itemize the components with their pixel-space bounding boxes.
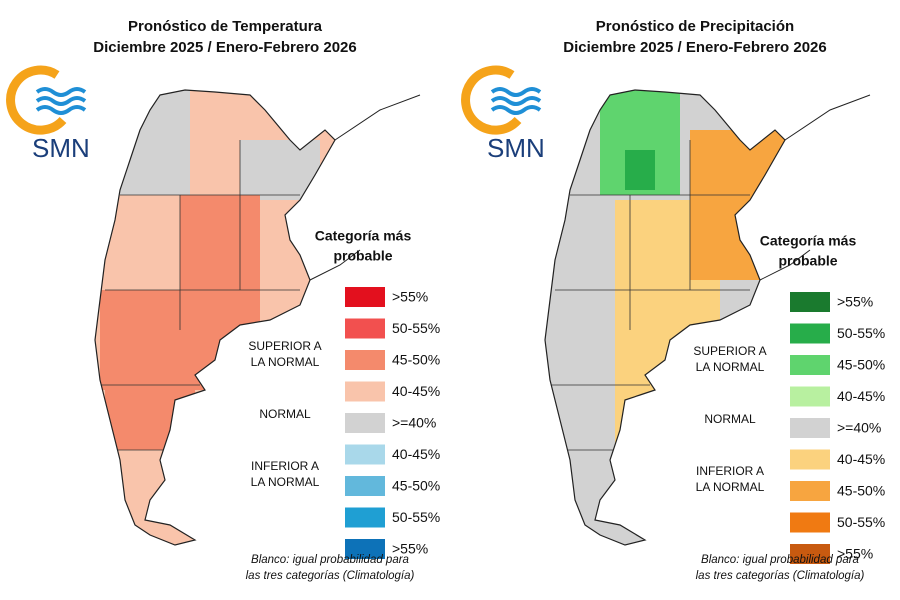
legend-swatch bbox=[790, 386, 830, 407]
coast bbox=[309, 94, 421, 281]
legend-swatch bbox=[345, 287, 385, 307]
legend-swatch bbox=[345, 539, 385, 559]
legend-swatch bbox=[345, 318, 385, 339]
legend-label: 45-50% bbox=[837, 357, 885, 373]
legend-label: >=40% bbox=[837, 420, 881, 436]
legend-swatch bbox=[790, 481, 830, 501]
legend-swatch bbox=[345, 413, 385, 433]
legend-label: >55% bbox=[392, 541, 428, 557]
region bbox=[690, 130, 785, 280]
legend-swatch bbox=[345, 381, 385, 402]
logo-arc bbox=[6, 65, 67, 135]
logo-wave bbox=[490, 87, 542, 97]
group-label: SUPERIOR A bbox=[693, 344, 766, 358]
legend-label: 40-45% bbox=[837, 451, 885, 467]
legend-label: 45-50% bbox=[837, 483, 885, 499]
region bbox=[100, 290, 240, 390]
legend-label: >55% bbox=[837, 546, 873, 562]
group-label: NORMAL bbox=[704, 412, 756, 426]
logo-arc bbox=[461, 65, 522, 135]
logo-wave bbox=[35, 105, 87, 115]
footnote: las tres categorías (Climatología) bbox=[246, 570, 415, 582]
group-label: INFERIOR A bbox=[251, 459, 319, 473]
group-label: LA NORMAL bbox=[696, 360, 765, 374]
logo-wave bbox=[35, 87, 87, 97]
legend-title: Categoría más bbox=[760, 233, 857, 249]
legend-swatch bbox=[790, 292, 830, 312]
group-label: LA NORMAL bbox=[696, 480, 765, 494]
legend-label: >=40% bbox=[392, 415, 436, 431]
legend-swatch bbox=[790, 449, 830, 470]
legend-label: >55% bbox=[392, 289, 428, 305]
region bbox=[95, 90, 190, 195]
legend-swatch bbox=[790, 355, 830, 375]
subtitle: Diciembre 2025 / Enero-Febrero 2026 bbox=[563, 39, 826, 56]
legend-swatch bbox=[345, 476, 385, 496]
group-label: INFERIOR A bbox=[696, 464, 764, 478]
logo-text: SMN bbox=[32, 133, 90, 163]
legend-label: 50-55% bbox=[837, 514, 885, 530]
logo-wave bbox=[35, 96, 87, 106]
group-label: SUPERIOR A bbox=[248, 339, 321, 353]
region bbox=[240, 140, 320, 200]
legend-swatch bbox=[790, 512, 830, 533]
legend-label: 40-45% bbox=[837, 388, 885, 404]
title: Pronóstico de Precipitación bbox=[596, 18, 794, 35]
legend-label: 40-45% bbox=[392, 383, 440, 399]
logo-wave bbox=[490, 96, 542, 106]
outline bbox=[94, 89, 336, 546]
title: Pronóstico de Temperatura bbox=[128, 18, 323, 35]
region bbox=[105, 390, 195, 450]
map-panel: Pronóstico de Precipitación Diciembre 202… bbox=[461, 18, 885, 582]
outline bbox=[544, 89, 786, 546]
map-panel: Pronóstico de Temperatura Diciembre 2025 … bbox=[6, 18, 440, 582]
legend-swatch bbox=[345, 444, 385, 465]
group-label: NORMAL bbox=[259, 407, 311, 421]
legend-label: 50-55% bbox=[837, 325, 885, 341]
legend-label: >55% bbox=[837, 294, 873, 310]
logo-wave bbox=[490, 105, 542, 115]
region bbox=[625, 150, 655, 190]
group-label: LA NORMAL bbox=[251, 355, 320, 369]
legend-swatch bbox=[790, 323, 830, 344]
subtitle: Diciembre 2025 / Enero-Febrero 2026 bbox=[93, 39, 356, 56]
legend-swatch bbox=[790, 544, 830, 564]
legend-label: 50-55% bbox=[392, 509, 440, 525]
legend-title: probable bbox=[778, 253, 837, 269]
map bbox=[545, 90, 785, 545]
legend-swatch bbox=[345, 350, 385, 370]
group-label: LA NORMAL bbox=[251, 475, 320, 489]
coast bbox=[759, 94, 871, 281]
legend-label: 40-45% bbox=[392, 446, 440, 462]
region bbox=[680, 280, 720, 320]
legend-swatch bbox=[790, 418, 830, 438]
legend-title: Categoría más bbox=[315, 228, 412, 244]
legend-label: 45-50% bbox=[392, 478, 440, 494]
legend-title: probable bbox=[333, 248, 392, 264]
footnote: Blanco: igual probabilidad para bbox=[701, 554, 859, 566]
logo-text: SMN bbox=[487, 133, 545, 163]
legend-swatch bbox=[345, 507, 385, 528]
footnote: Blanco: igual probabilidad para bbox=[251, 554, 409, 566]
legend-label: 50-55% bbox=[392, 320, 440, 336]
legend-label: 45-50% bbox=[392, 352, 440, 368]
footnote: las tres categorías (Climatología) bbox=[696, 570, 865, 582]
